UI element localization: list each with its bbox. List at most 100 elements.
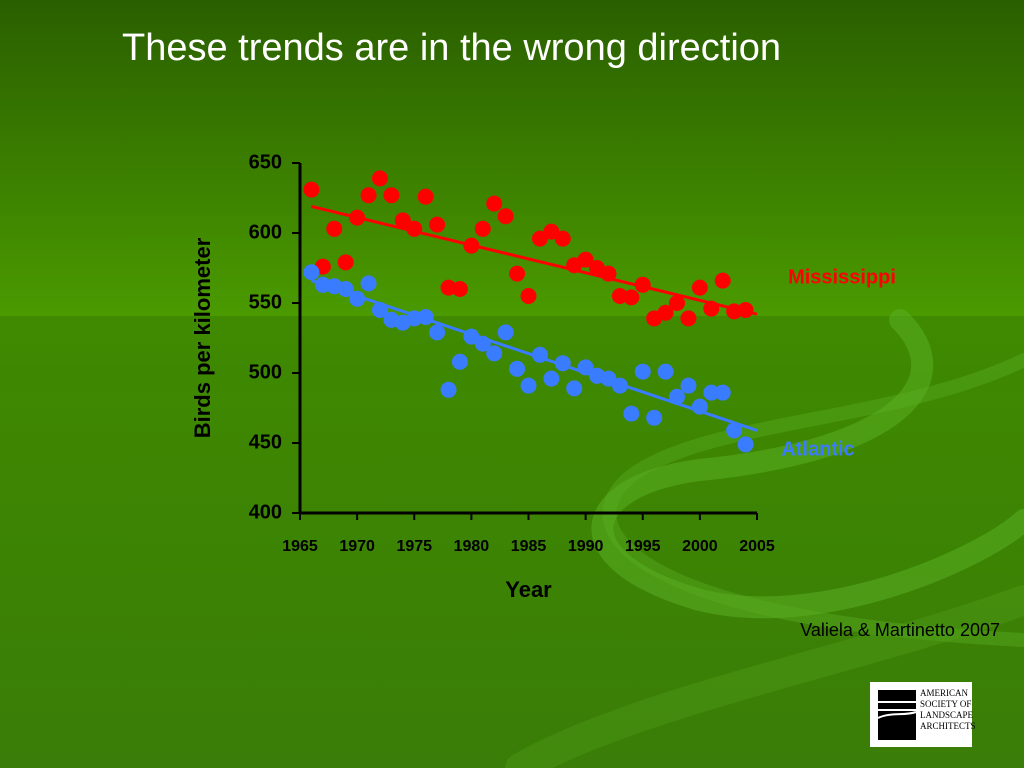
- point: [406, 220, 423, 237]
- point: [691, 279, 708, 296]
- point: [337, 254, 354, 271]
- point: [371, 170, 388, 187]
- point: [531, 346, 548, 363]
- point: [463, 328, 480, 345]
- series-label: Mississippi: [788, 266, 896, 288]
- series-label: Atlantic: [781, 438, 854, 460]
- logo-line: AMERICAN: [920, 688, 969, 698]
- point: [486, 195, 503, 212]
- point: [326, 220, 343, 237]
- background-top: [0, 0, 1024, 316]
- point: [543, 223, 560, 240]
- point: [623, 289, 640, 306]
- y-tick-label: 550: [249, 291, 282, 313]
- point: [680, 377, 697, 394]
- point: [531, 230, 548, 247]
- point: [349, 209, 366, 226]
- point: [577, 359, 594, 376]
- y-tick-label: 600: [249, 221, 282, 243]
- point: [611, 377, 628, 394]
- point: [680, 310, 697, 327]
- point: [417, 188, 434, 205]
- point: [600, 265, 617, 282]
- logo-lines: [877, 701, 917, 719]
- point: [737, 302, 754, 318]
- logo-line: SOCIETY OF: [920, 699, 971, 709]
- point: [703, 384, 720, 401]
- point: [474, 335, 491, 352]
- point: [349, 290, 366, 307]
- point: [497, 324, 514, 341]
- x-tick-label: 2005: [739, 538, 775, 555]
- decoration: [505, 309, 1024, 768]
- point: [463, 237, 480, 254]
- x-tick-label: 2000: [682, 538, 718, 555]
- point: [566, 380, 583, 397]
- point: [714, 384, 731, 401]
- point: [646, 409, 663, 426]
- point: [520, 288, 537, 304]
- point: [303, 264, 320, 281]
- point: [657, 304, 674, 321]
- point: [360, 275, 377, 292]
- point: [726, 422, 743, 439]
- point: [703, 300, 720, 317]
- point: [509, 265, 526, 282]
- point: [600, 370, 617, 387]
- y-tick-label: 650: [249, 151, 282, 173]
- point: [440, 381, 457, 398]
- point: [543, 370, 560, 387]
- point: [554, 230, 571, 247]
- point: [474, 220, 491, 237]
- point: [417, 309, 434, 325]
- trend-line: [311, 204, 758, 316]
- point: [657, 363, 674, 380]
- point: [451, 353, 468, 370]
- y-axis-label: Birds per kilometer: [190, 237, 215, 438]
- point: [486, 345, 503, 362]
- point: [634, 276, 651, 293]
- y-tick-label: 450: [249, 431, 282, 453]
- point: [554, 355, 571, 372]
- point: [509, 360, 526, 377]
- x-tick-label: 1970: [339, 538, 375, 555]
- x-tick-label: 1990: [568, 538, 604, 555]
- logo-line: LANDSCAPE: [920, 710, 974, 720]
- point: [303, 181, 320, 198]
- point: [429, 216, 446, 233]
- logo-line: ARCHITECTS: [920, 721, 976, 731]
- point: [737, 436, 754, 453]
- background-bottom: [0, 316, 1024, 768]
- x-tick-label: 1975: [396, 538, 432, 555]
- plot: 400 450 500 550 600 650 1965 1970 1975 1980 1985 19…: [190, 151, 896, 602]
- x-axis-label: Year: [505, 577, 552, 602]
- y-tick-label: 500: [249, 361, 282, 383]
- point: [577, 251, 594, 268]
- point: [383, 187, 400, 204]
- point: [371, 302, 388, 318]
- point: [429, 324, 446, 341]
- x-tick-label: 1980: [454, 538, 490, 555]
- point: [497, 208, 514, 225]
- point: [691, 398, 708, 415]
- point: [634, 363, 651, 380]
- source: Valiela & Martinetto 2007: [800, 620, 1000, 640]
- point: [451, 281, 468, 297]
- point: [337, 281, 354, 297]
- point: [360, 187, 377, 204]
- x-tick-label: 1995: [625, 538, 661, 555]
- point: [714, 272, 731, 289]
- point: [520, 377, 537, 394]
- slide-title: These trends are in the wrong direction: [122, 27, 781, 69]
- point: [669, 388, 686, 405]
- point: [669, 295, 686, 311]
- point: [623, 405, 640, 422]
- point: [394, 212, 411, 229]
- y-tick-label: 400: [249, 501, 282, 523]
- x-tick-label: 1965: [282, 538, 318, 555]
- x-tick-label: 1985: [511, 538, 547, 555]
